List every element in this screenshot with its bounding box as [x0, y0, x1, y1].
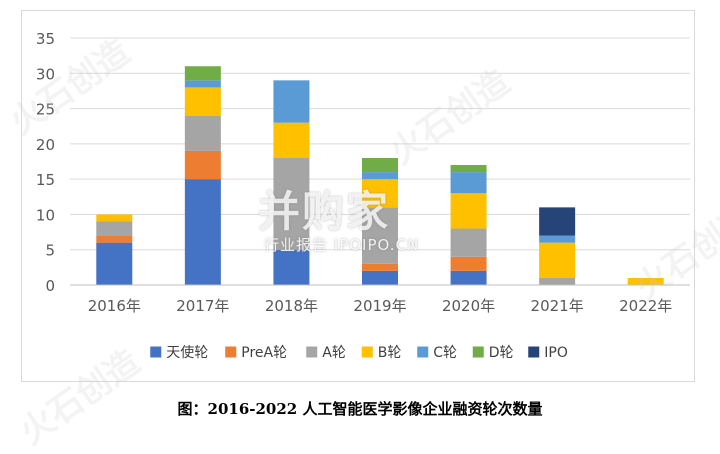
legend-label: A轮	[322, 345, 346, 361]
legend-swatch	[150, 346, 162, 358]
bar-segment	[362, 172, 398, 180]
bar-segment	[96, 221, 133, 236]
bar-segment	[450, 270, 487, 285]
legend-label: 天使轮	[166, 344, 208, 361]
bar-segment	[184, 66, 221, 81]
y-tick-label: 30	[36, 65, 55, 83]
bar-segment	[184, 150, 221, 180]
bar-segment	[184, 179, 221, 285]
y-tick-label: 20	[36, 136, 55, 154]
legend-swatch	[528, 346, 540, 358]
chart-frame	[21, 10, 695, 382]
legend-swatch	[225, 346, 237, 358]
stacked-bar-chart: 0 5 10 15 20 25 30 35 2016年 2017年 2018年 2019年 2020年 2…	[36, 30, 690, 361]
bar-segment	[539, 242, 576, 278]
legend-label: D轮	[489, 345, 514, 361]
bar-segment	[96, 214, 133, 222]
watermark-main: 并购家	[258, 187, 391, 236]
bar-segment	[362, 179, 398, 208]
bar-segment	[184, 115, 221, 151]
y-tick-label: 5	[45, 242, 55, 260]
x-tick-label: 2019年	[353, 297, 406, 315]
y-tick-label: 0	[45, 277, 55, 295]
bar-segment	[273, 249, 310, 285]
x-tick-label: 2017年	[176, 297, 229, 315]
bar-segment	[362, 207, 398, 264]
bar-segment	[450, 193, 487, 229]
bar-segment	[450, 165, 487, 173]
bar-segment	[539, 207, 576, 236]
bar-segment	[273, 157, 310, 250]
x-tick-label: 2016年	[88, 297, 141, 315]
bars	[96, 66, 664, 285]
legend-label: B轮	[378, 345, 402, 361]
legend-swatch	[361, 346, 373, 358]
axes: 0 5 10 15 20 25 30 35 2016年 2017年 2018年 2019年 2020年 2…	[36, 30, 690, 315]
legend-label: PreA轮	[241, 345, 287, 361]
x-tick-label: 2022年	[619, 297, 672, 315]
bar-segment	[273, 122, 310, 158]
x-tick-label: 2021年	[531, 297, 584, 315]
bar-segment	[539, 235, 576, 243]
bar-segment	[362, 263, 398, 271]
bar-segment	[362, 270, 398, 285]
y-tick-label: 25	[36, 101, 55, 119]
x-tick-label: 2020年	[442, 297, 495, 315]
y-tick-label: 10	[36, 206, 55, 224]
legend-swatch	[306, 346, 318, 358]
y-tick-label: 35	[36, 30, 55, 48]
legend-swatch	[472, 346, 484, 358]
bar-segment	[627, 277, 664, 285]
bar-segment	[539, 277, 576, 285]
legend-label: IPO	[544, 345, 568, 361]
y-tick-label: 15	[36, 171, 55, 189]
gridlines	[70, 37, 690, 251]
bar-segment	[184, 87, 221, 116]
bar-segment	[273, 80, 310, 123]
watermark-sub: 行业报告 IPOIPO.CN	[264, 236, 420, 254]
legend: 天使轮 PreA轮 A轮 B轮 C轮 D轮 IPO	[150, 344, 568, 361]
bar-segment	[184, 80, 221, 88]
bar-segment	[362, 157, 398, 173]
bar-segment	[450, 256, 487, 271]
bar-segment	[96, 242, 133, 285]
x-tick-label: 2018年	[265, 297, 318, 315]
bar-segment	[450, 172, 487, 194]
legend-swatch	[417, 346, 429, 358]
legend-label: C轮	[433, 345, 457, 361]
bar-segment	[450, 228, 487, 257]
bar-segment	[96, 235, 133, 243]
figure-caption: 图：2016-2022 人工智能医学影像企业融资轮次数量	[177, 400, 543, 418]
